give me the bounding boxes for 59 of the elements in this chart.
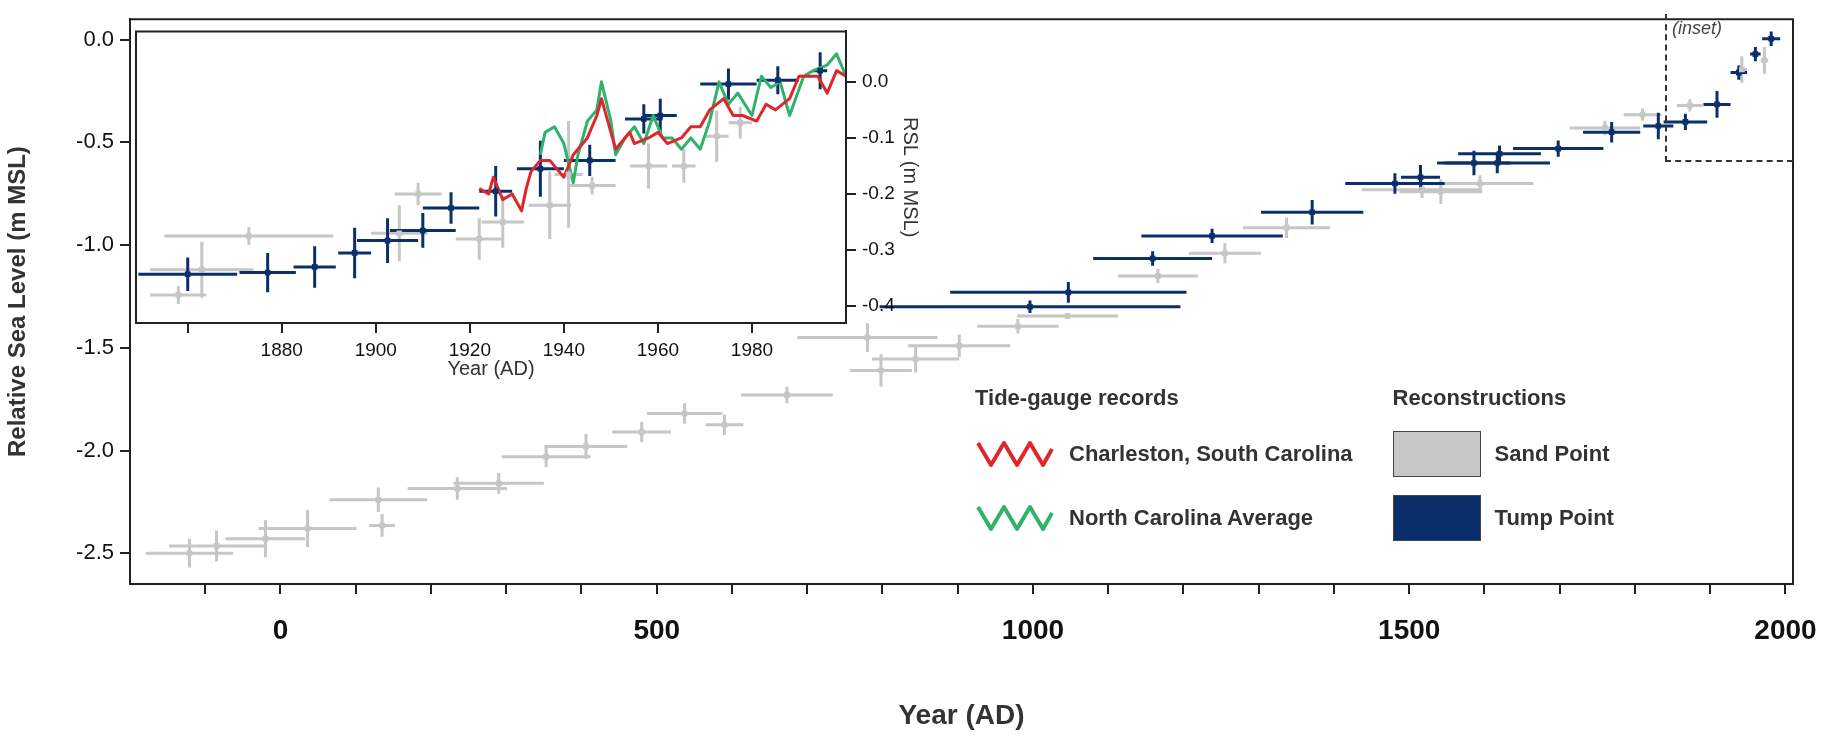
point	[175, 292, 182, 298]
x-tick-label: 500	[633, 613, 681, 645]
point	[311, 264, 318, 270]
y-tick-label: -0.3	[862, 238, 895, 260]
legend-label: North Carolina Average	[1069, 505, 1314, 531]
x-tick-label: 1940	[542, 338, 586, 360]
x-tick-label: 0	[272, 613, 289, 645]
point	[725, 81, 732, 87]
point	[476, 236, 483, 242]
point	[351, 250, 358, 256]
x-tick-label: 1000	[1001, 613, 1065, 645]
legend-label: Tump Point	[1494, 505, 1614, 531]
y-axis-title: Relative Sea Level (m MSL)	[3, 146, 31, 457]
point	[1682, 119, 1689, 125]
point	[492, 188, 499, 195]
legend-label: Sand Point	[1494, 441, 1610, 467]
y-tick-label: -0.5	[76, 128, 114, 154]
point	[419, 227, 426, 234]
point	[645, 163, 652, 169]
point	[199, 266, 205, 273]
point	[589, 182, 595, 189]
y-tick-label: -0.4	[862, 294, 896, 316]
x-tick-label: 1980	[730, 338, 774, 360]
point	[657, 112, 664, 119]
point	[817, 67, 823, 74]
y-tick-label: 0.0	[83, 25, 114, 51]
point	[415, 191, 421, 197]
point	[246, 233, 252, 239]
point	[396, 230, 403, 237]
y-axis-title: RSL (m MSL)	[900, 117, 923, 238]
y-tick-label: -2.0	[76, 436, 114, 462]
y-tick-label: -1.5	[76, 333, 114, 359]
x-tick-label: 1880	[260, 338, 303, 360]
point	[1761, 57, 1768, 64]
x-axis-title: Year (AD)	[898, 698, 1025, 730]
point	[586, 157, 593, 164]
point	[184, 271, 191, 278]
annotation: Reconstructions	[1392, 385, 1568, 412]
point	[774, 77, 781, 84]
point	[448, 205, 454, 211]
x-tick-label: 1960	[636, 338, 680, 360]
x-tick-label: 1900	[354, 338, 397, 360]
y-tick-label: -0.2	[862, 182, 895, 204]
y-tick-label: 0.0	[862, 70, 889, 92]
y-tick-label: -2.5	[76, 539, 114, 565]
point	[537, 165, 544, 172]
x-tick-label: 2000	[1754, 613, 1817, 645]
point	[737, 119, 744, 126]
y-tick-label: -1.0	[76, 231, 114, 257]
annotation: (inset)	[1672, 18, 1723, 39]
x-tick-label: 1500	[1378, 613, 1441, 645]
point	[680, 163, 687, 169]
legend-label: Charleston, South Carolina	[1069, 441, 1353, 467]
annotation: Tide-gauge records	[975, 385, 1180, 412]
point	[499, 219, 506, 225]
point	[640, 116, 647, 122]
point	[713, 133, 720, 140]
y-tick-label: -0.1	[862, 126, 895, 148]
point	[546, 202, 553, 209]
